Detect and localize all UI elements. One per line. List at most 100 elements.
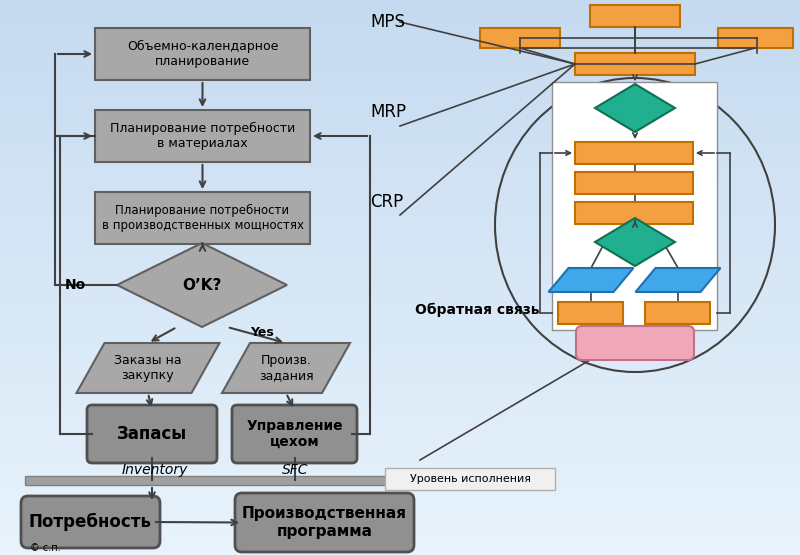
Bar (0, 271, 800, 279)
Polygon shape (595, 218, 675, 266)
Bar (0, 264, 800, 271)
Bar (0, 49, 800, 57)
Bar (0, 125, 800, 133)
Bar (0, 375, 800, 382)
Polygon shape (117, 243, 287, 327)
Bar (0, 299, 800, 306)
Polygon shape (222, 343, 350, 393)
FancyBboxPatch shape (87, 405, 217, 463)
Text: MRP: MRP (370, 103, 406, 121)
Bar (0, 291, 800, 299)
Text: © с.п.: © с.п. (30, 543, 61, 553)
Text: Заказы на
закупку: Заказы на закупку (114, 354, 182, 382)
Bar (0, 118, 800, 126)
Bar (0, 486, 800, 493)
Bar (0, 513, 800, 521)
Bar (0, 527, 800, 535)
Bar (0, 367, 800, 376)
Bar (0, 180, 800, 188)
FancyBboxPatch shape (21, 496, 160, 548)
Bar (385, 468, 555, 490)
Text: No: No (64, 278, 86, 292)
Bar (0, 444, 800, 452)
Bar (0, 493, 800, 501)
Bar (0, 534, 800, 542)
Bar (0, 305, 800, 313)
Bar (0, 215, 800, 223)
Text: Объемно-календарное
планирование: Объемно-календарное планирование (127, 40, 278, 68)
Bar (25, 476, 385, 485)
Text: Inventory: Inventory (122, 463, 188, 477)
Text: MPS: MPS (370, 13, 405, 31)
Text: O’K?: O’K? (182, 278, 222, 292)
Bar (0, 333, 800, 341)
Bar (0, 14, 800, 22)
FancyBboxPatch shape (232, 405, 357, 463)
Polygon shape (635, 268, 721, 292)
Text: Производственная
программа: Производственная программа (242, 506, 407, 539)
Bar (0, 347, 800, 355)
Bar (0, 458, 800, 466)
Text: Yes: Yes (250, 325, 274, 339)
Bar (0, 83, 800, 91)
Bar (0, 62, 800, 70)
Bar (0, 437, 800, 445)
Bar (575, 53, 695, 75)
Bar (95, 192, 310, 244)
Bar (0, 382, 800, 390)
FancyBboxPatch shape (235, 493, 414, 552)
Text: SFC: SFC (282, 463, 308, 477)
Bar (0, 132, 800, 140)
Bar (0, 111, 800, 119)
Bar (0, 28, 800, 36)
Bar (0, 229, 800, 237)
Bar (552, 82, 717, 330)
Bar (0, 21, 800, 29)
Bar (0, 388, 800, 396)
Bar (0, 354, 800, 362)
Bar (718, 28, 793, 48)
Bar (0, 56, 800, 63)
Bar (0, 69, 800, 77)
Bar (0, 548, 800, 555)
Bar (0, 395, 800, 403)
Bar (0, 153, 800, 160)
Polygon shape (549, 268, 634, 292)
Bar (0, 521, 800, 528)
Bar (645, 302, 710, 324)
Bar (0, 500, 800, 507)
Bar (0, 326, 800, 334)
Bar (558, 302, 623, 324)
Bar (0, 472, 800, 480)
Bar (0, 256, 800, 265)
Bar (575, 202, 693, 224)
Bar (0, 76, 800, 84)
FancyBboxPatch shape (576, 326, 694, 360)
Bar (0, 478, 800, 487)
Bar (0, 410, 800, 417)
Bar (0, 97, 800, 105)
Text: Обратная связь: Обратная связь (415, 303, 539, 317)
Bar (0, 278, 800, 285)
Bar (0, 194, 800, 202)
Bar (480, 28, 560, 48)
Bar (590, 5, 680, 27)
Bar (0, 319, 800, 327)
Bar (0, 145, 800, 154)
Bar (0, 416, 800, 424)
Bar (0, 166, 800, 174)
Bar (575, 172, 693, 194)
Text: Произв.
задания: Произв. задания (258, 354, 314, 382)
Bar (95, 28, 310, 80)
Text: Планирование потребности
в производственных мощностях: Планирование потребности в производствен… (102, 204, 303, 232)
Bar (0, 139, 800, 147)
Bar (0, 0, 800, 8)
Bar (0, 7, 800, 15)
Bar (0, 222, 800, 230)
Bar (0, 236, 800, 244)
Bar (0, 312, 800, 320)
Polygon shape (77, 343, 219, 393)
Text: Управление
цехом: Управление цехом (246, 419, 343, 449)
Bar (95, 110, 310, 162)
Bar (0, 104, 800, 112)
